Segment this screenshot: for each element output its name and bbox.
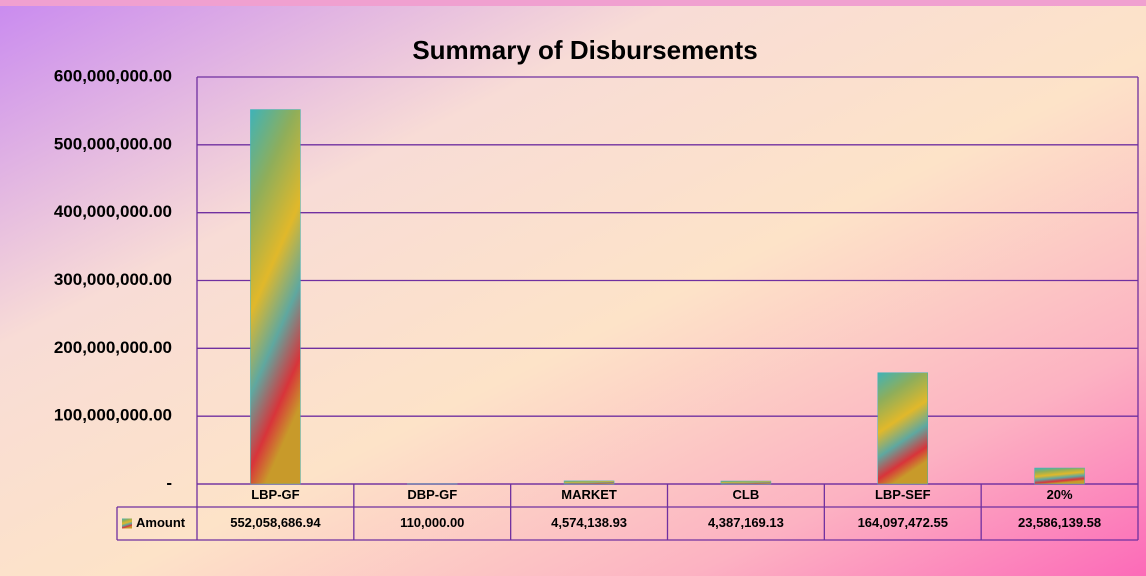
value-label: 552,058,686.94 xyxy=(230,515,321,530)
value-label: 4,574,138.93 xyxy=(551,515,627,530)
x-tick-label: DBP-GF xyxy=(407,487,457,502)
y-tick-label: 200,000,000.00 xyxy=(54,338,172,357)
bar xyxy=(1035,468,1085,484)
chart-title: Summary of Disbursements xyxy=(412,35,757,65)
y-tick-label: 500,000,000.00 xyxy=(54,134,172,153)
top-strip xyxy=(0,0,1146,6)
y-tick-label: 600,000,000.00 xyxy=(54,66,172,85)
x-tick-label: 20% xyxy=(1047,487,1073,502)
y-tick-label: 400,000,000.00 xyxy=(54,202,172,221)
x-tick-label: LBP-SEF xyxy=(875,487,931,502)
y-tick-label: - xyxy=(166,473,172,492)
value-label: 110,000.00 xyxy=(400,515,464,530)
value-label: 164,097,472.55 xyxy=(858,515,948,530)
x-tick-label: CLB xyxy=(733,487,760,502)
y-tick-label: 300,000,000.00 xyxy=(54,270,172,289)
bar xyxy=(250,110,300,484)
bar xyxy=(564,481,614,484)
legend-key xyxy=(122,519,132,529)
x-tick-label: LBP-GF xyxy=(251,487,299,502)
chart: Summary of Disbursements - 100,000,000.00… xyxy=(0,0,1146,576)
value-label: 4,387,169.13 xyxy=(708,515,784,530)
x-tick-label: MARKET xyxy=(561,487,617,502)
bar xyxy=(721,481,771,484)
y-tick-label: 100,000,000.00 xyxy=(54,406,172,425)
bar xyxy=(878,373,928,484)
value-label: 23,586,139.58 xyxy=(1018,515,1101,530)
legend-label: Amount xyxy=(136,515,186,530)
